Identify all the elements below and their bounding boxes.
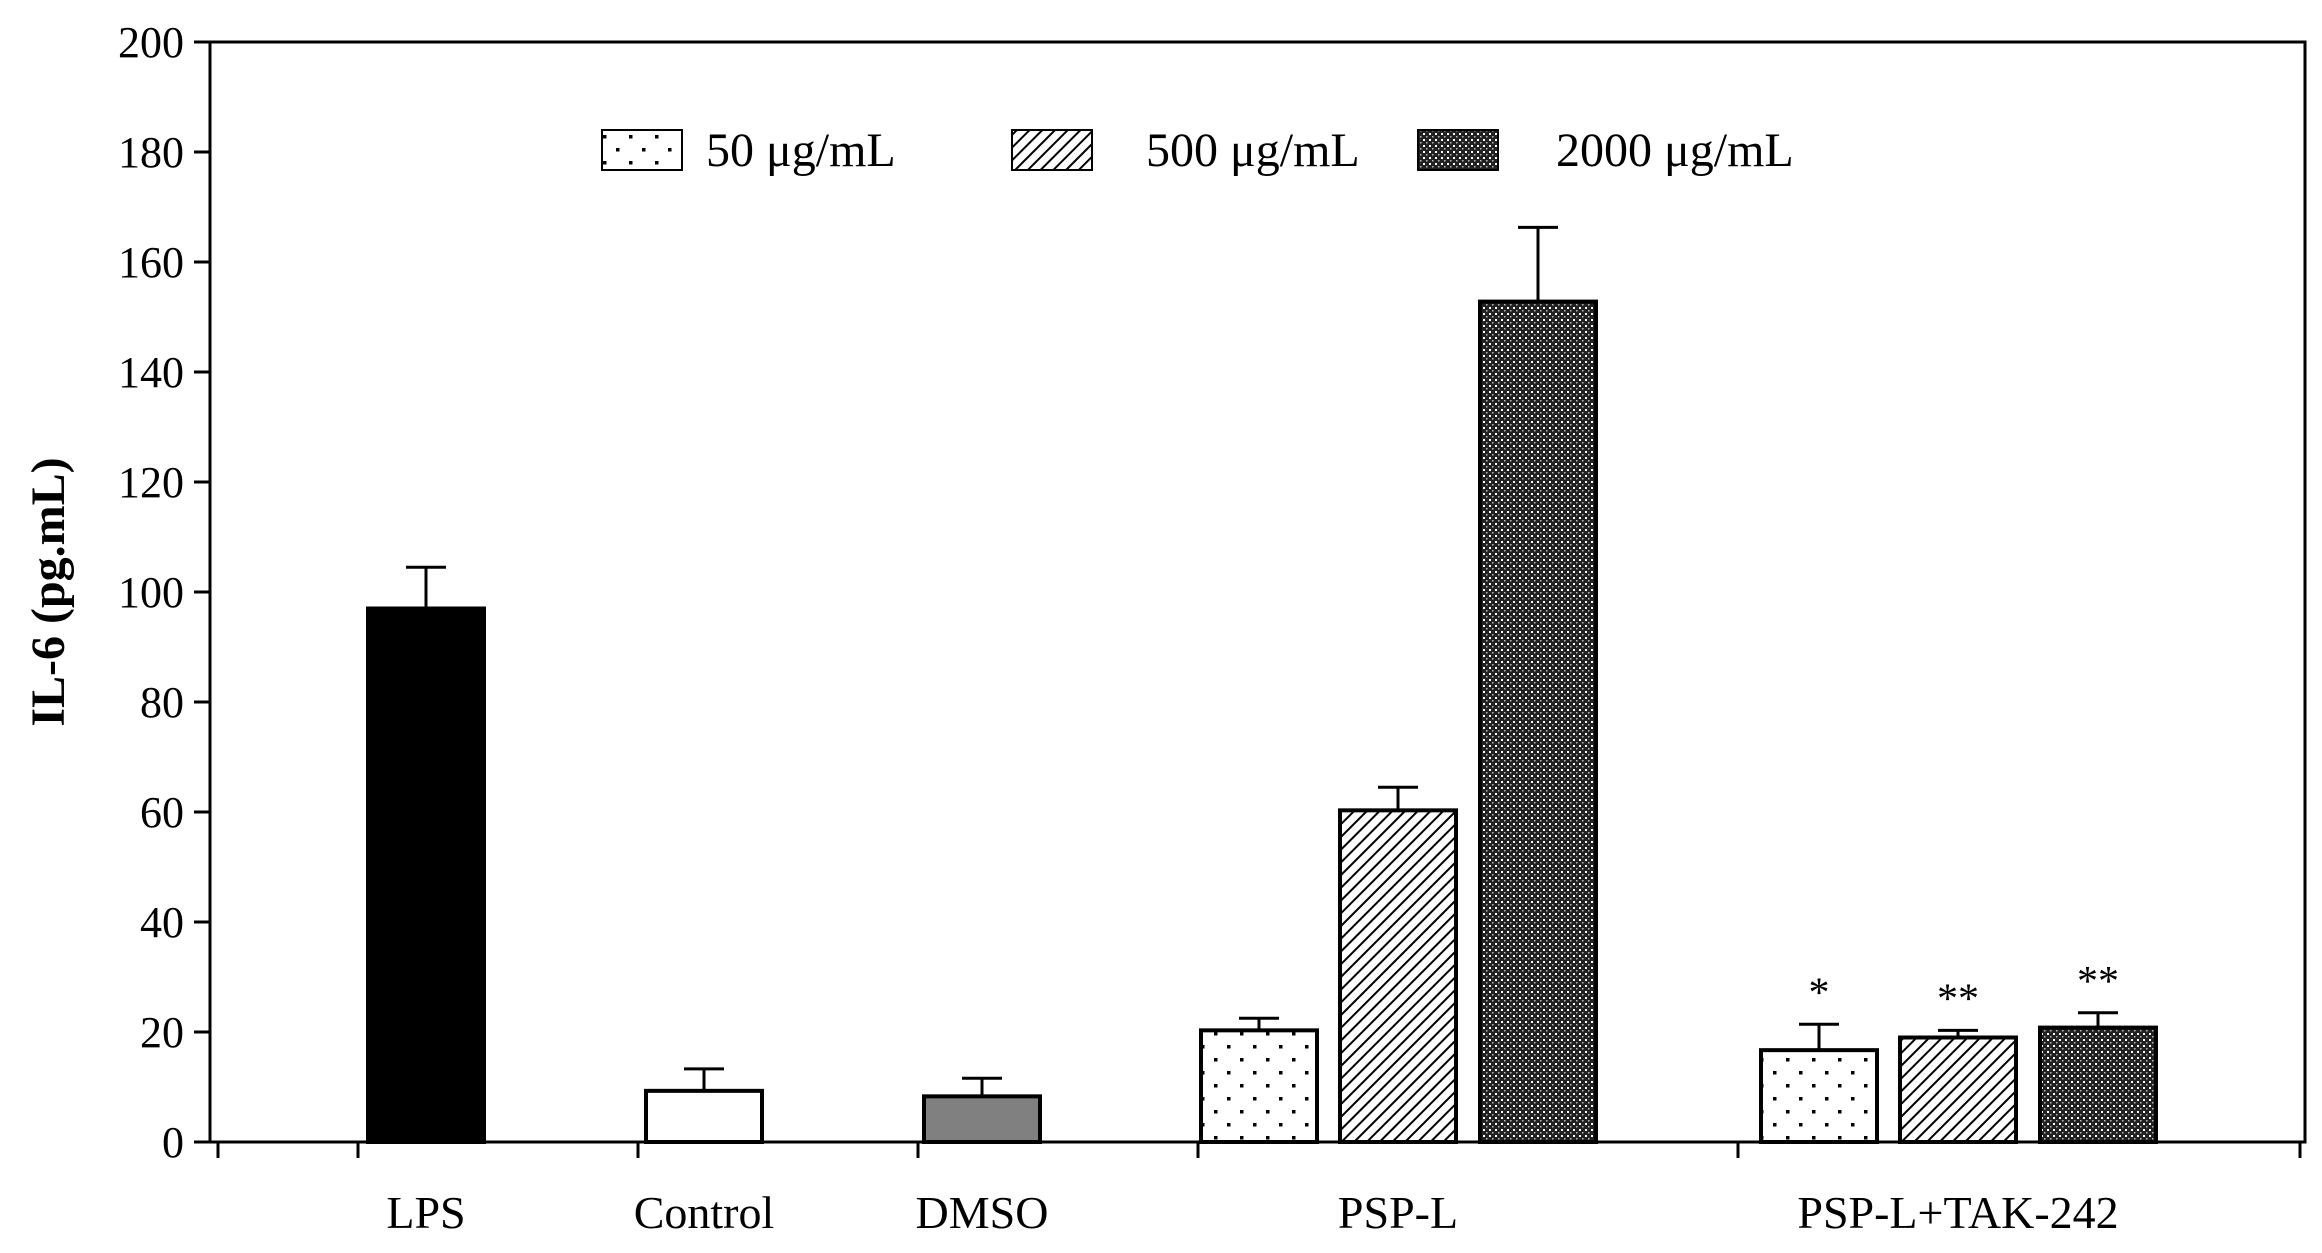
- legend-label: 2000 μg/mL: [1556, 124, 1794, 177]
- bar-group: [1199, 1016, 1319, 1144]
- legend-item: 2000 μg/mL: [1417, 124, 1794, 177]
- significance-marker: *: [1809, 970, 1830, 1016]
- y-tick-label: 160: [118, 238, 184, 287]
- bar: [1338, 808, 1458, 1144]
- bar: [1478, 299, 1598, 1145]
- bar-group: [1478, 225, 1598, 1145]
- y-tick-label: 200: [118, 18, 184, 67]
- plot-frame: [208, 40, 2307, 1144]
- bar-group: [366, 565, 486, 1144]
- y-tick-label: 20: [140, 1008, 184, 1057]
- x-category-label: LPS: [386, 1187, 465, 1238]
- bars: * ** **: [366, 225, 2158, 1145]
- bar-group: [922, 1076, 1042, 1144]
- x-category-label: DMSO: [916, 1187, 1049, 1238]
- bar-group: **: [2038, 959, 2158, 1144]
- y-tick-label: 180: [118, 128, 184, 177]
- bar: [1199, 1028, 1319, 1144]
- x-axis: LPS Control DMSO PSP-L PSP-L+TAK-242: [216, 1142, 2302, 1238]
- y-tick-label: 100: [118, 568, 184, 617]
- x-category-label: Control: [634, 1187, 775, 1238]
- y-axis-label: IL-6 (pg.mL): [22, 457, 75, 726]
- y-tick-label: 0: [162, 1118, 184, 1167]
- legend-item: 50 μg/mL: [601, 124, 896, 177]
- y-tick-label: 40: [140, 898, 184, 947]
- y-tick-label: 140: [118, 348, 184, 397]
- legend: 50 μg/mL 500 μg/mL 2000 μg/mL: [601, 124, 1794, 177]
- significance-marker: **: [1937, 976, 1979, 1022]
- y-axis: 0 20 40 60 80 100 120 140 160 180 200: [118, 18, 210, 1167]
- bar: [366, 606, 486, 1144]
- bar: [644, 1088, 764, 1144]
- y-tick-label: 120: [118, 458, 184, 507]
- legend-swatch: [601, 129, 683, 171]
- bar: [1898, 1035, 2018, 1144]
- x-category-label: PSP-L: [1338, 1187, 1458, 1238]
- bar: [2038, 1025, 2158, 1144]
- legend-label: 50 μg/mL: [706, 124, 896, 177]
- bar: [922, 1094, 1042, 1144]
- legend-swatch: [1011, 129, 1093, 171]
- bar-group: **: [1898, 976, 2018, 1144]
- bar-group: [1338, 785, 1458, 1144]
- bar-group: *: [1759, 970, 1879, 1145]
- legend-item: 500 μg/mL: [1011, 124, 1360, 177]
- bar: [1759, 1048, 1879, 1145]
- x-category-label: PSP-L+TAK-242: [1797, 1187, 2118, 1238]
- legend-label: 500 μg/mL: [1146, 124, 1360, 177]
- y-tick-label: 60: [140, 788, 184, 837]
- significance-marker: **: [2077, 959, 2119, 1005]
- y-tick-label: 80: [140, 678, 184, 727]
- bar-group: [644, 1067, 764, 1144]
- legend-swatch: [1417, 129, 1499, 171]
